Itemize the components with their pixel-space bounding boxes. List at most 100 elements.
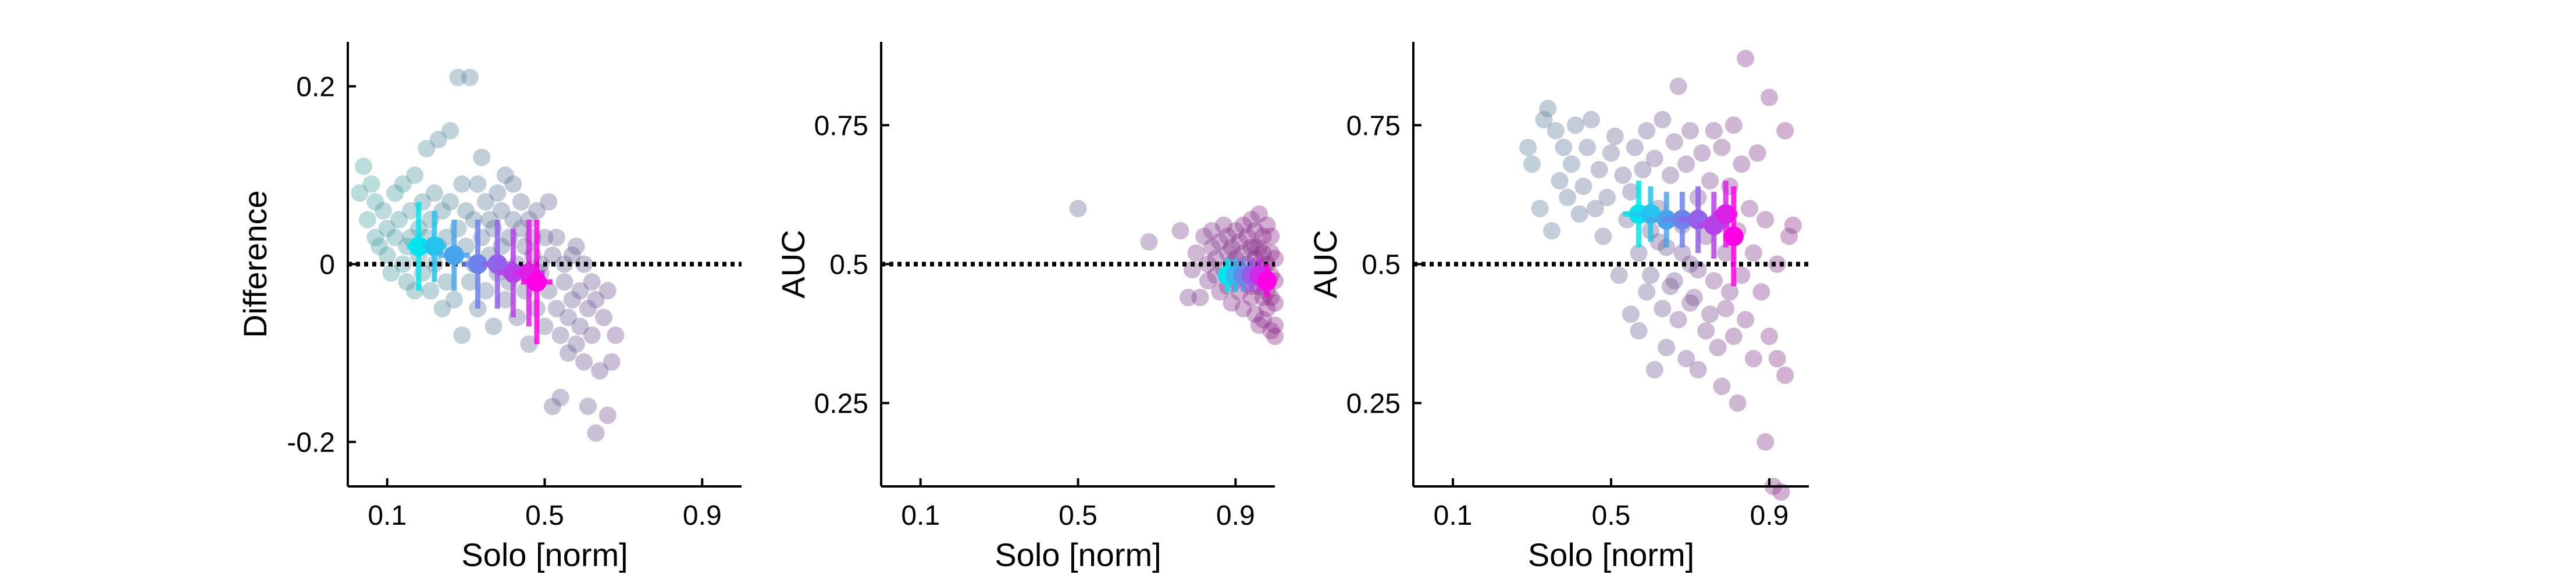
data-point [1242, 211, 1260, 228]
data-point [1776, 366, 1794, 384]
data-point [607, 326, 625, 344]
x-tick-label: 0.1 [368, 500, 407, 531]
data-point [418, 139, 436, 157]
data-point [1242, 238, 1260, 256]
data-point [1551, 172, 1569, 190]
data-point [1784, 216, 1802, 234]
data-point [1665, 133, 1683, 151]
data-point [1669, 311, 1687, 329]
data-point [1180, 288, 1198, 306]
data-point [1183, 261, 1201, 279]
data-point [1579, 138, 1597, 156]
data-point [1266, 249, 1284, 267]
data-point [1254, 244, 1272, 262]
data-point [1203, 222, 1221, 240]
y-tick-label: 0.75 [814, 110, 868, 141]
data-point [1729, 394, 1747, 412]
data-point [378, 220, 396, 238]
data-point [536, 228, 554, 246]
data-point [555, 273, 573, 291]
data-point [1258, 300, 1276, 317]
data-point [1211, 233, 1229, 251]
data-point [422, 282, 440, 300]
y-tick-label: 0 [319, 250, 335, 281]
data-point [1191, 288, 1209, 306]
data-point [512, 220, 530, 238]
data-point [1725, 116, 1743, 134]
data-point [1768, 255, 1786, 273]
data-point [1737, 49, 1755, 67]
data-point [1262, 244, 1280, 262]
data-point [1626, 138, 1644, 156]
data-point [1234, 300, 1252, 317]
data-point [567, 335, 585, 353]
data-point [1741, 199, 1758, 217]
data-point [1246, 238, 1264, 256]
data-point [366, 193, 384, 211]
summary-markers [1217, 258, 1277, 298]
data-point [1713, 377, 1731, 395]
data-point [1737, 311, 1755, 329]
data-point [496, 291, 514, 309]
data-point [449, 69, 467, 87]
data-point [547, 300, 565, 317]
data-point [382, 264, 400, 282]
data-point [1665, 272, 1683, 290]
data-point [1234, 244, 1252, 262]
data-point [1645, 361, 1663, 379]
data-point [1258, 216, 1276, 234]
data-point [1744, 350, 1762, 368]
data-point [496, 166, 514, 184]
data-point [1761, 327, 1778, 345]
data-point [1570, 205, 1588, 223]
data-point [1266, 294, 1284, 312]
data-point [1725, 327, 1743, 345]
data-point [374, 202, 392, 220]
data-point [1614, 166, 1632, 184]
data-point [1140, 233, 1158, 251]
data-point [1531, 199, 1549, 217]
data-point [1583, 110, 1600, 128]
chart-panel-1: 0.1 0.5 0.9 -0.2 0 0.2 Solo [norm] Difference [237, 42, 742, 573]
data-point [544, 246, 561, 264]
data-point [480, 211, 498, 228]
data-point [1242, 288, 1260, 306]
chart-panel-3: 0.1 0.5 0.9 0.25 0.5 0.75 Solo [norm] AUC [1307, 42, 1809, 573]
data-point [595, 309, 612, 327]
data-point [1772, 483, 1790, 501]
data-point [1207, 249, 1225, 267]
summary-point [424, 236, 444, 256]
data-point [1559, 188, 1577, 206]
data-point [386, 228, 404, 246]
data-point [406, 166, 424, 184]
data-point [1069, 199, 1087, 217]
data-point [1171, 222, 1189, 240]
data-point [1250, 238, 1268, 256]
y-tick-label: 0.25 [1346, 389, 1401, 420]
data-point [477, 193, 494, 211]
y-tick-label: -0.2 [287, 428, 335, 459]
data-point [1780, 227, 1798, 245]
x-tick-label: 0.9 [683, 500, 722, 531]
data-point [1638, 122, 1656, 139]
data-point [551, 326, 569, 344]
data-point [1231, 233, 1249, 251]
data-point [1547, 122, 1565, 139]
data-point [1658, 338, 1676, 356]
data-point [587, 291, 605, 309]
data-point [1598, 188, 1616, 206]
data-point [1673, 244, 1691, 262]
summary-point [1716, 204, 1736, 224]
data-point [579, 397, 597, 416]
data-point [1594, 227, 1612, 245]
data-point [583, 273, 601, 291]
data-point [1590, 160, 1608, 178]
data-point [1748, 144, 1766, 162]
data-point [1238, 227, 1256, 245]
data-point [1756, 211, 1775, 228]
summary-point [408, 236, 429, 256]
data-point [1250, 316, 1268, 334]
summary-markers [1623, 181, 1744, 286]
data-point [1262, 227, 1280, 245]
data-point [1218, 227, 1237, 245]
